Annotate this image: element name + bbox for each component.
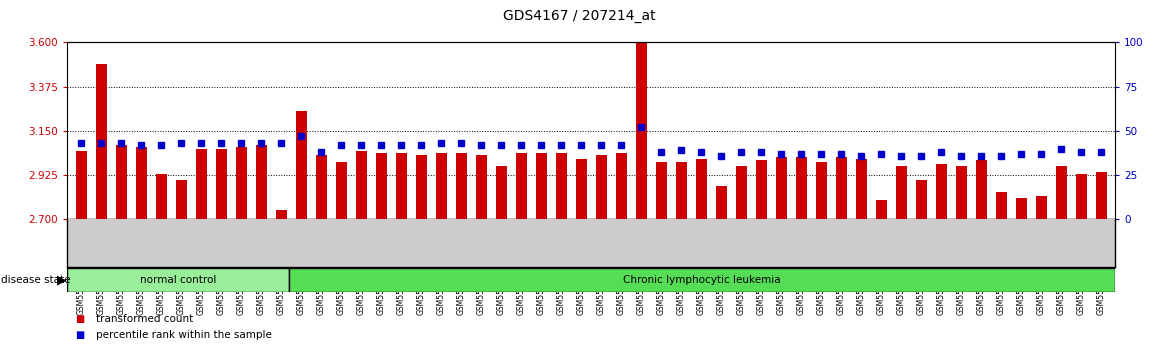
Bar bbox=[955, 166, 967, 219]
Bar bbox=[875, 200, 887, 219]
Bar bbox=[1035, 196, 1047, 219]
Text: ■: ■ bbox=[75, 330, 85, 339]
Bar bbox=[675, 162, 687, 219]
Bar bbox=[595, 155, 607, 219]
Bar bbox=[375, 153, 387, 219]
Text: ■: ■ bbox=[75, 314, 85, 324]
Bar bbox=[96, 64, 107, 219]
Bar bbox=[1016, 198, 1027, 219]
Bar bbox=[295, 111, 307, 219]
Bar bbox=[616, 153, 626, 219]
Bar bbox=[916, 180, 926, 219]
Bar bbox=[496, 166, 507, 219]
Bar bbox=[288, 268, 1115, 292]
Bar bbox=[836, 156, 846, 219]
Bar bbox=[1056, 166, 1067, 219]
Text: GDS4167 / 207214_at: GDS4167 / 207214_at bbox=[503, 9, 655, 23]
Bar bbox=[476, 155, 486, 219]
Bar bbox=[576, 159, 587, 219]
Bar bbox=[776, 156, 786, 219]
Bar bbox=[716, 186, 727, 219]
Bar bbox=[116, 145, 126, 219]
Bar bbox=[996, 192, 1006, 219]
Bar bbox=[655, 162, 667, 219]
Bar bbox=[416, 155, 426, 219]
Bar bbox=[1095, 172, 1107, 219]
Bar bbox=[936, 164, 946, 219]
Bar bbox=[796, 156, 807, 219]
Bar bbox=[556, 153, 566, 219]
Bar bbox=[67, 268, 288, 292]
Text: ▶: ▶ bbox=[57, 273, 66, 286]
Bar bbox=[735, 166, 747, 219]
Bar bbox=[356, 151, 367, 219]
Bar bbox=[176, 180, 186, 219]
Bar bbox=[455, 153, 467, 219]
Bar bbox=[696, 159, 706, 219]
Text: percentile rank within the sample: percentile rank within the sample bbox=[96, 330, 272, 339]
Bar bbox=[976, 160, 987, 219]
Bar bbox=[276, 210, 287, 219]
Text: normal control: normal control bbox=[140, 275, 217, 285]
Bar bbox=[336, 162, 346, 219]
Bar bbox=[515, 153, 527, 219]
Text: disease state: disease state bbox=[1, 275, 71, 285]
Bar bbox=[1076, 174, 1086, 219]
Bar bbox=[536, 153, 547, 219]
Bar bbox=[75, 151, 87, 219]
Bar bbox=[636, 36, 646, 219]
Bar bbox=[215, 149, 227, 219]
Bar bbox=[196, 149, 206, 219]
Bar bbox=[815, 162, 827, 219]
Text: Chronic lymphocytic leukemia: Chronic lymphocytic leukemia bbox=[623, 275, 780, 285]
Bar bbox=[316, 155, 327, 219]
Bar bbox=[435, 153, 447, 219]
Bar bbox=[396, 153, 406, 219]
Bar bbox=[856, 159, 866, 219]
Bar bbox=[155, 174, 167, 219]
Bar bbox=[236, 147, 247, 219]
Bar bbox=[895, 166, 907, 219]
Text: transformed count: transformed count bbox=[96, 314, 193, 324]
Bar bbox=[256, 145, 266, 219]
Bar bbox=[135, 147, 147, 219]
Bar bbox=[756, 160, 767, 219]
